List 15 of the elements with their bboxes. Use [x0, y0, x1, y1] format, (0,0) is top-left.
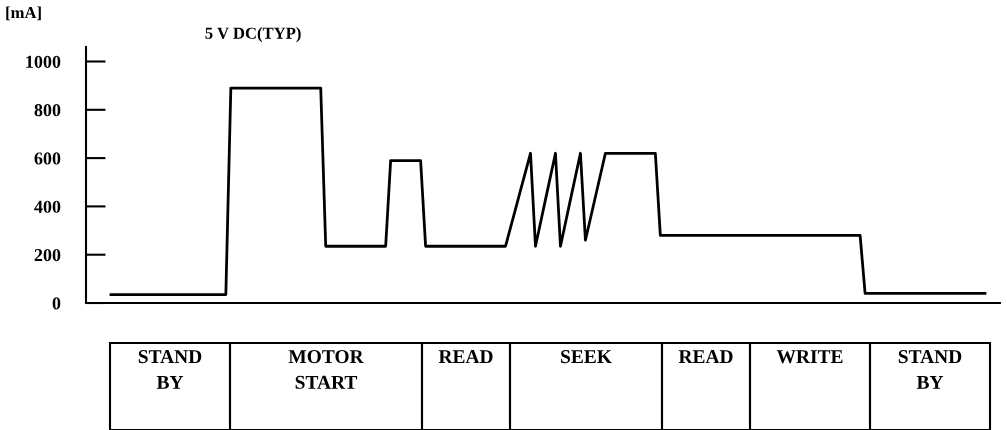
y-tick-label: 0	[52, 297, 61, 310]
text: STAND BY	[138, 350, 202, 389]
y-tick-label: 800	[34, 104, 61, 117]
text: SEEK	[561, 350, 612, 364]
chart-title: 5 V DC(TYP)	[205, 27, 301, 43]
y-tick-label: 400	[34, 200, 61, 213]
y-tick-label: 1000	[26, 55, 61, 68]
text: READ	[678, 350, 733, 363]
text: STAND BY	[898, 350, 962, 389]
text: WRITE	[776, 350, 843, 364]
y-tick-label: 200	[34, 248, 61, 262]
y-tick-label: 600	[34, 152, 61, 165]
text: READ	[438, 350, 493, 363]
y-axis-title: [mA]	[6, 6, 41, 21]
text: MOTOR START	[288, 350, 364, 389]
